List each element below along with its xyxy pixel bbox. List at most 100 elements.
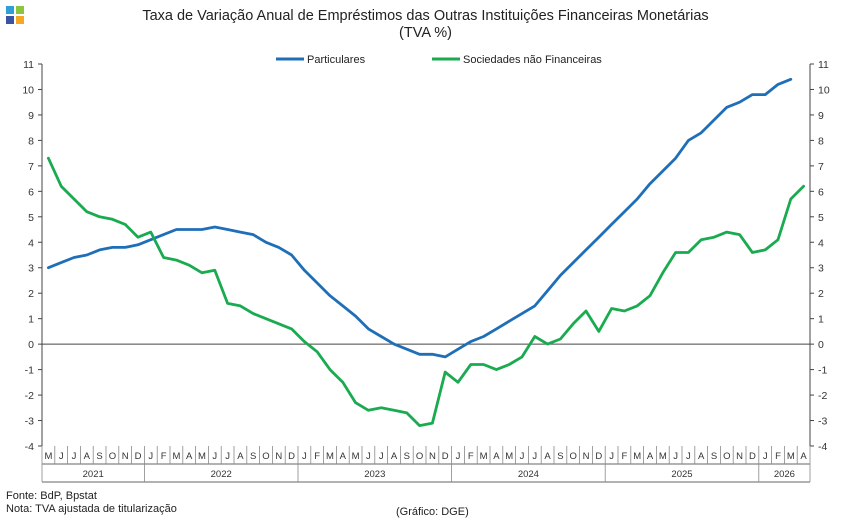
source-note: Fonte: BdP, Bpstat (6, 490, 97, 502)
month-label: A (544, 451, 551, 462)
month-label: A (698, 451, 705, 462)
month-label: J (225, 451, 230, 462)
line-chart: Particulares Sociedades não Financeiras -… (22, 54, 830, 483)
month-label: M (633, 451, 641, 462)
y-tick-label-left: 6 (28, 186, 34, 198)
month-label: F (161, 451, 167, 462)
chart-series (47, 77, 805, 428)
y-tick-label-left: -4 (25, 441, 34, 453)
y-tick-label-right: -3 (818, 416, 827, 428)
month-label: A (647, 451, 654, 462)
month-label: O (262, 451, 269, 462)
month-label: J (532, 451, 537, 462)
y-tick-label-right: -2 (818, 390, 827, 402)
month-label: J (609, 451, 614, 462)
month-label: J (673, 451, 678, 462)
year-label: 2025 (671, 469, 692, 480)
month-label: M (787, 451, 795, 462)
month-label: J (686, 451, 691, 462)
y-tick-label-left: -3 (25, 416, 34, 428)
y-tick-label-left: 0 (28, 339, 34, 351)
month-label: J (59, 451, 64, 462)
y-tick-label-left: 7 (28, 161, 34, 173)
month-label: A (391, 451, 398, 462)
y-tick-label-left: 8 (28, 135, 34, 147)
titularization-note: Nota: TVA ajustada de titularização (6, 503, 177, 515)
month-label: S (557, 451, 563, 462)
y-tick-label-right: 3 (818, 263, 824, 275)
graphic-credit: (Gráfico: DGE) (396, 506, 469, 518)
footer-notes: Fonte: BdP, Bpstat Nota: TVA ajustada de… (6, 490, 177, 516)
y-tick-label-left: 10 (22, 84, 34, 96)
month-label: S (96, 451, 102, 462)
month-label: N (275, 451, 282, 462)
month-label: N (583, 451, 590, 462)
y-tick-label-left: 11 (23, 59, 34, 71)
legend-label-particulares: Particulares (307, 54, 366, 66)
y-tick-label-right: 2 (818, 288, 824, 300)
month-label: F (468, 451, 474, 462)
month-label: D (135, 451, 142, 462)
month-label: S (250, 451, 256, 462)
y-tick-label-right: 11 (818, 59, 829, 71)
month-label: F (621, 451, 627, 462)
y-tick-label-right: 7 (818, 161, 824, 173)
month-label: M (172, 451, 180, 462)
month-label: N (122, 451, 129, 462)
month-label: N (429, 451, 436, 462)
month-label: O (723, 451, 730, 462)
year-label: 2021 (83, 469, 104, 480)
month-label: A (237, 451, 244, 462)
month-label: A (493, 451, 500, 462)
chart-axes: -4 -4-3 -3-2 -2-1 -10 01 12 23 34 45 56 67 78 89 910 10… (22, 59, 830, 483)
month-label: O (570, 451, 577, 462)
month-label: M (505, 451, 513, 462)
y-tick-label-left: 1 (28, 314, 34, 326)
month-label: J (212, 451, 217, 462)
y-tick-label-right: 0 (818, 339, 824, 351)
month-label: D (595, 451, 602, 462)
month-label: F (775, 451, 781, 462)
legend-label-sociedades: Sociedades não Financeiras (463, 54, 602, 66)
y-tick-label-right: -1 (818, 365, 827, 377)
month-label: D (288, 451, 295, 462)
month-label: S (404, 451, 410, 462)
month-label: M (44, 451, 52, 462)
y-tick-label-right: 5 (818, 212, 824, 224)
month-label: J (148, 451, 153, 462)
year-label: 2024 (518, 469, 539, 480)
month-label: J (302, 451, 307, 462)
month-label: J (72, 451, 77, 462)
month-label: N (736, 451, 743, 462)
year-label: 2026 (774, 469, 795, 480)
month-label: A (186, 451, 193, 462)
y-tick-label-left: 5 (28, 212, 34, 224)
month-label: A (340, 451, 347, 462)
brand-logo (6, 6, 24, 24)
series-line-particulares (47, 77, 793, 359)
chart-title-block: Taxa de Variação Anual de Empréstimos da… (0, 8, 851, 42)
y-tick-label-right: 9 (818, 110, 824, 122)
y-tick-label-left: 3 (28, 263, 34, 275)
month-label: M (326, 451, 334, 462)
y-tick-label-right: 4 (818, 237, 824, 249)
month-label: F (314, 451, 320, 462)
y-tick-label-right: 10 (818, 84, 830, 96)
month-label: O (416, 451, 423, 462)
month-label: A (84, 451, 91, 462)
month-label: J (379, 451, 384, 462)
year-label: 2023 (364, 469, 385, 480)
y-tick-label-left: 4 (28, 237, 34, 249)
y-tick-label-right: 6 (818, 186, 824, 198)
chart-legend: Particulares Sociedades não Financeiras (276, 54, 602, 66)
y-tick-label-left: 9 (28, 110, 34, 122)
chart-subtitle: (TVA %) (399, 25, 452, 41)
month-label: M (480, 451, 488, 462)
series-line-sociedades (47, 156, 805, 428)
y-tick-label-left: 2 (28, 288, 34, 300)
month-label: M (198, 451, 206, 462)
y-tick-label-right: -4 (818, 441, 827, 453)
month-label: D (749, 451, 756, 462)
year-label: 2022 (211, 469, 232, 480)
month-label: D (442, 451, 449, 462)
